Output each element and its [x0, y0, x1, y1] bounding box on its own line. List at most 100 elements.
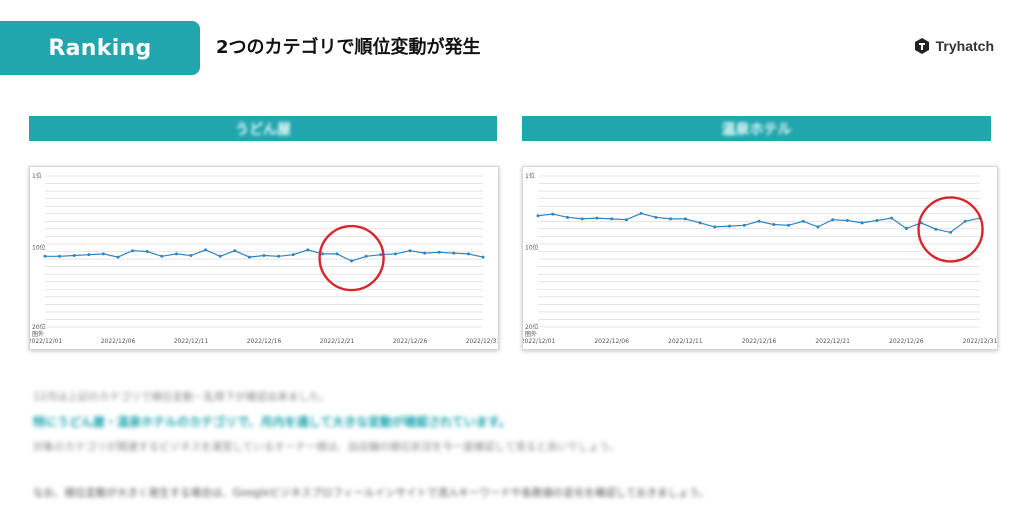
data-point: [786, 223, 790, 227]
y-tick-label: 10位: [32, 244, 46, 252]
note-line-4: なお、順位変動が大きく発生する場合は、Googleビジネスプロフィールインサイト…: [33, 487, 710, 499]
note-line-2: 特にうどん屋・温泉ホテルのカテゴリで、月内を通して大きな変動が確認されています。: [33, 415, 511, 429]
data-point: [335, 252, 339, 256]
data-point: [452, 251, 456, 255]
data-point: [291, 253, 295, 257]
brand-logo: Tryhatch: [914, 37, 994, 55]
highlight-circle: [318, 224, 385, 292]
x-tick-label: 2022/12/06: [594, 338, 629, 345]
data-point: [437, 250, 441, 254]
chart-gridlines: [45, 175, 483, 328]
y-tick-label: 10位: [525, 244, 539, 252]
data-point: [580, 217, 584, 221]
data-point: [551, 212, 555, 216]
x-tick-label: 2022/12/16: [742, 338, 777, 345]
data-point: [757, 219, 761, 223]
data-point: [639, 211, 643, 215]
x-tick-label: 2022/12/21: [815, 338, 850, 345]
data-point: [160, 254, 164, 258]
page-title: 2つのカテゴリで順位変動が発生: [216, 37, 481, 58]
data-point: [801, 219, 805, 223]
data-point: [379, 253, 383, 257]
x-tick-label: 2022/12/31: [466, 338, 498, 345]
data-point: [306, 248, 310, 252]
data-point: [189, 253, 193, 257]
x-tick-label: 2022/12/06: [101, 338, 136, 345]
x-tick-label: 2022/12/11: [174, 338, 209, 345]
data-point: [247, 255, 251, 259]
data-point: [233, 249, 237, 253]
data-point: [101, 252, 105, 256]
x-tick-label: 2022/12/26: [393, 338, 428, 345]
x-tick-label: 2022/12/01: [523, 338, 555, 345]
data-point: [565, 215, 569, 219]
data-point: [218, 254, 222, 258]
data-point: [669, 217, 673, 221]
ranking-chart-udon: 1位 10位 20位 圏外 2022/12/01 2022/12/06 2022/12/11…: [29, 166, 499, 350]
data-point: [713, 225, 717, 229]
data-point: [831, 218, 835, 222]
data-point: [204, 248, 208, 252]
data-point: [742, 223, 746, 227]
data-point: [963, 219, 967, 223]
data-point: [87, 253, 91, 257]
x-axis: 2022/12/01 2022/12/06 2022/12/11 2022/12/16…: [523, 338, 997, 345]
x-axis: 2022/12/01 2022/12/06 2022/12/11 2022/12/16…: [30, 338, 498, 345]
data-point: [595, 216, 599, 220]
data-point: [875, 219, 879, 223]
data-point: [277, 254, 281, 258]
category-banner-onsen: 温泉ホテル: [522, 116, 991, 141]
data-point: [624, 218, 628, 222]
x-tick-label: 2022/12/01: [30, 338, 62, 345]
x-tick-label: 2022/12/11: [668, 338, 703, 345]
note-line-1: 12月は上記のカテゴリで順位変動・乱降下が確認出来ました。: [33, 391, 330, 403]
data-point: [393, 252, 397, 256]
brand-name: Tryhatch: [935, 38, 994, 54]
data-point: [536, 214, 540, 218]
category-banner-udon: うどん屋: [29, 116, 497, 141]
data-point: [683, 217, 687, 221]
tryhatch-logo-icon: [914, 38, 929, 54]
highlight-circle: [917, 196, 984, 263]
x-tick-label: 2022/12/26: [889, 338, 924, 345]
data-point: [72, 253, 76, 257]
data-point: [890, 216, 894, 220]
category-banner-label: 温泉ホテル: [721, 121, 792, 138]
data-point: [934, 227, 938, 231]
data-point: [43, 254, 47, 258]
data-point: [772, 222, 776, 226]
y-tick-label: 20位: [525, 323, 539, 331]
data-point: [949, 230, 953, 234]
data-point: [481, 255, 485, 259]
chart-gridlines: [538, 175, 980, 328]
data-point: [364, 254, 368, 258]
data-point: [174, 252, 178, 256]
data-point: [408, 249, 412, 253]
data-point: [816, 225, 820, 229]
x-tick-label: 2022/12/16: [247, 338, 282, 345]
y-tick-label: 圏外: [32, 330, 44, 338]
data-point: [845, 219, 849, 223]
ranking-chart-onsen: 1位 10位 20位 圏外 2022/12/01 2022/12/06 2022/12/11…: [522, 166, 998, 350]
section-tab: Ranking: [0, 21, 200, 75]
x-tick-label: 2022/12/21: [320, 338, 355, 345]
data-point: [860, 221, 864, 225]
data-point: [131, 249, 135, 253]
section-tab-label: Ranking: [48, 35, 152, 61]
data-point: [728, 224, 732, 228]
data-point: [58, 254, 62, 258]
data-point: [262, 253, 266, 257]
data-point: [654, 215, 658, 219]
note-line-3: 対象のカテゴリが関連するビジネスを運営しているオーナー様は、自店舗の順位状況を今…: [33, 441, 620, 453]
data-point: [350, 259, 354, 263]
data-point: [116, 255, 120, 259]
data-point: [610, 217, 614, 221]
data-point: [145, 250, 149, 253]
data-point: [698, 221, 702, 225]
category-banner-label: うどん屋: [235, 121, 291, 138]
y-tick-label: 1位: [32, 172, 42, 180]
